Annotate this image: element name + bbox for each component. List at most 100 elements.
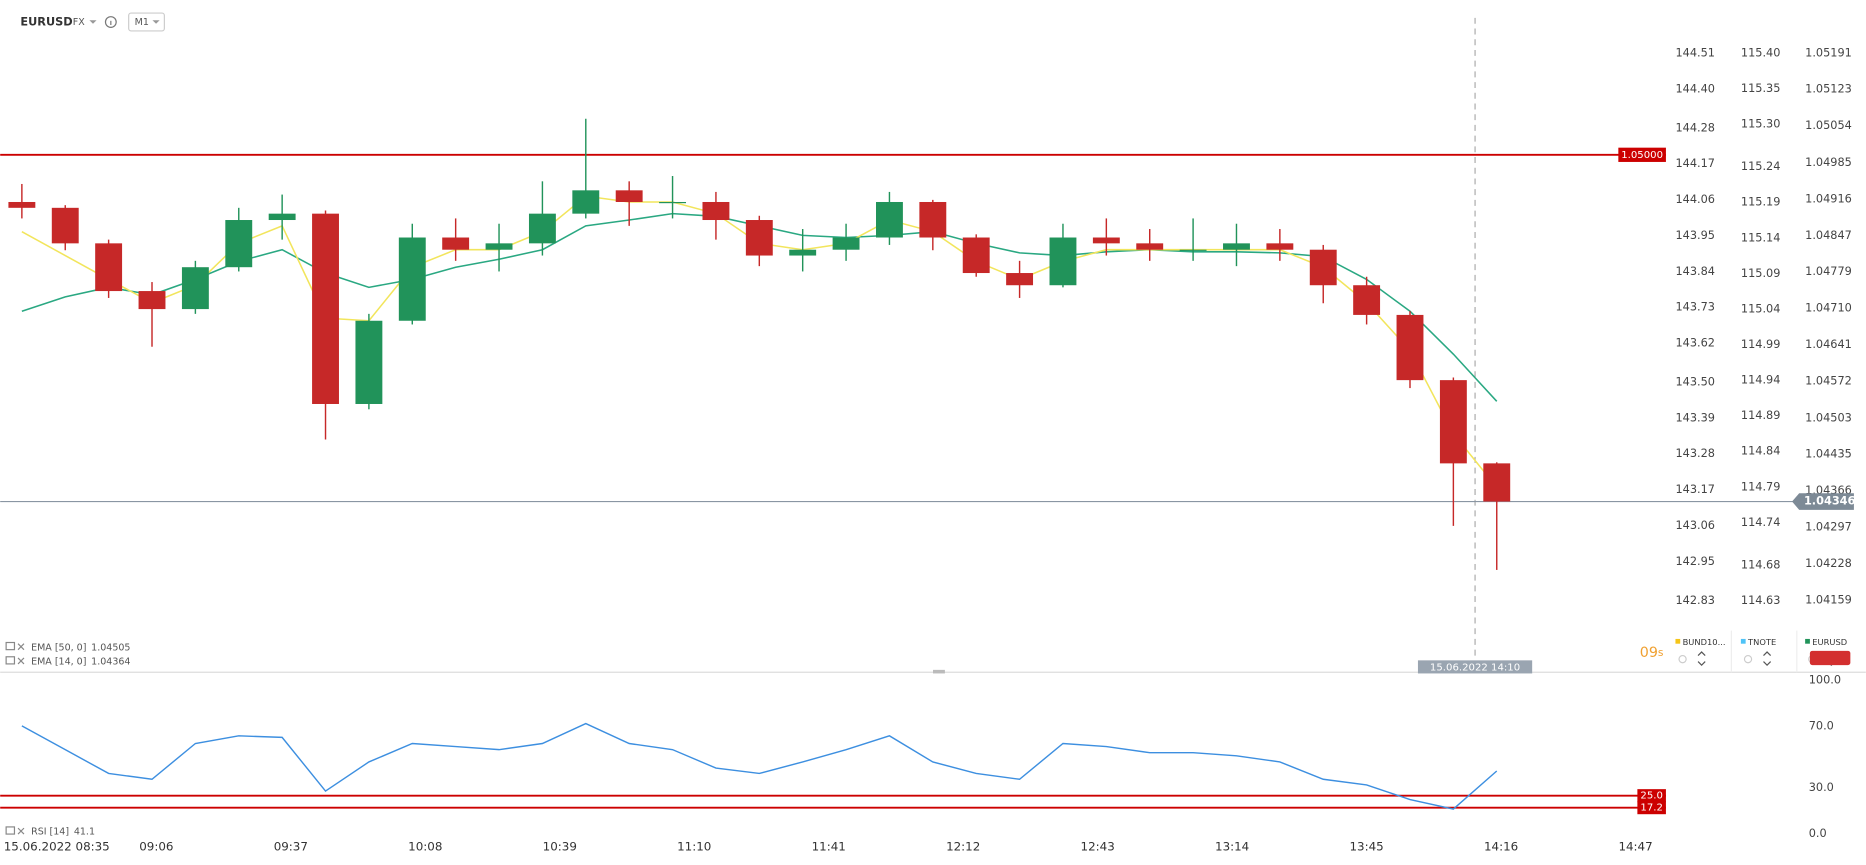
y-tick-label: 1.04435 [1805, 447, 1852, 460]
rsi-level-label-box [1637, 789, 1666, 803]
price-level-label-box [1618, 147, 1666, 162]
y-tick-label: 143.17 [1675, 483, 1715, 496]
y-tick-label: 100.0 [1809, 674, 1841, 687]
countdown: 09s [1640, 645, 1664, 661]
x-tick-label: 09:37 [274, 840, 308, 854]
resize-handle[interactable] [933, 669, 945, 674]
icon[interactable] [17, 643, 25, 835]
x-tick-label: 14:47 [1618, 840, 1652, 854]
legend-name: EMA [14, 0] [31, 656, 86, 667]
rsi-legend: RSI [14] 41.1 [31, 826, 95, 837]
candle-body [1266, 243, 1294, 250]
y-tick-label: 114.94 [1741, 374, 1781, 387]
candle-body [1136, 243, 1164, 250]
icon[interactable] [5, 656, 16, 665]
y-tick-label: 1.04916 [1805, 192, 1852, 205]
symbol[interactable]: EURUSD [20, 16, 72, 29]
y-tick-label: 144.06 [1675, 193, 1715, 206]
candle-body [702, 201, 730, 221]
y-tick-label: 142.83 [1675, 594, 1715, 607]
y-tick-label: 142.95 [1675, 555, 1715, 568]
rsi-level-label-box [1637, 801, 1666, 815]
caret[interactable] [152, 20, 160, 24]
y-tick-label: 143.84 [1675, 265, 1715, 278]
legend-value: 41.1 [74, 826, 95, 837]
y-tick-label: 114.89 [1741, 409, 1781, 422]
y-tick-label: 114.68 [1741, 559, 1781, 572]
legend-controls[interactable] [1678, 651, 1706, 666]
legend-controls[interactable] [1743, 651, 1772, 666]
legend-swatch [1675, 638, 1681, 644]
candle-body [225, 220, 253, 268]
last-price-label: 1.04346 [1804, 495, 1856, 508]
timeframe[interactable]: M1 [135, 17, 149, 28]
y-tick-label: 1.04297 [1805, 521, 1852, 534]
x-tick-label: 13:45 [1349, 840, 1383, 854]
y-tick-label: 115.19 [1741, 196, 1781, 209]
timeframe-box[interactable] [128, 12, 165, 32]
candle-body [615, 190, 643, 202]
candle-body [1223, 243, 1250, 250]
y-tick-label: 143.73 [1675, 301, 1715, 314]
icon[interactable] [5, 826, 16, 835]
legend-icons[interactable] [5, 641, 25, 835]
eye-icon[interactable] [1678, 654, 1687, 664]
market: FX [73, 17, 85, 28]
rsi-level-label: 25.0 [1640, 791, 1663, 802]
y-tick-label: 143.39 [1675, 411, 1715, 424]
y-tick-label: 144.40 [1675, 82, 1715, 95]
y-tick-label: 1.05191 [1805, 47, 1852, 60]
y-tick-label: 1.04847 [1805, 229, 1852, 242]
y-tick-label: 1.04572 [1805, 375, 1852, 388]
candle-body [485, 243, 513, 250]
legend-swatch [1805, 638, 1810, 644]
y-tick-label: 115.40 [1741, 46, 1781, 59]
candle-body [745, 220, 773, 256]
x-tick-label: 13:14 [1215, 840, 1249, 854]
candle-body [1483, 463, 1511, 502]
legend-swatch [1740, 638, 1746, 644]
crosshair-label: 15.06.2022 14:10 [1430, 662, 1520, 673]
order-icon[interactable] [1763, 651, 1772, 666]
candle-body [572, 190, 600, 214]
candle-body [1396, 314, 1424, 381]
candle-body [8, 201, 36, 208]
candle-body [1309, 249, 1337, 286]
legend-name: RSI [14] [31, 826, 69, 837]
x-tick-label: 12:12 [946, 840, 980, 854]
y-tick-label: 114.84 [1741, 445, 1781, 458]
y-tick-label: 1.04779 [1805, 265, 1852, 278]
x-tick-label: 11:41 [812, 840, 846, 854]
eye-icon[interactable] [1743, 654, 1753, 664]
candle-body [1049, 237, 1077, 286]
y-tick-label: 114.79 [1741, 480, 1781, 493]
y-tick-label: 143.62 [1675, 336, 1715, 349]
y-tick-label: 1.04641 [1805, 338, 1852, 351]
y-tick-label: 143.28 [1675, 447, 1715, 460]
last-price-box [1792, 493, 1854, 510]
rsi-level-label: 17.2 [1640, 803, 1663, 814]
candle-body [442, 237, 470, 250]
candle-body [1092, 237, 1120, 244]
active-symbol-button[interactable] [1809, 650, 1851, 666]
candle-body [398, 237, 426, 321]
candle-body [875, 201, 903, 238]
order-icon[interactable] [1697, 651, 1706, 666]
y-tick-label: 30.0 [1809, 781, 1834, 794]
info-icon[interactable] [104, 16, 117, 28]
caret[interactable] [89, 20, 97, 24]
y-tick-label: 115.14 [1741, 231, 1781, 244]
legend-label: EURUSD [1812, 637, 1847, 647]
y-tick-label: 114.99 [1741, 338, 1781, 351]
candle-body [1179, 249, 1207, 251]
y-tick-label: 114.74 [1741, 516, 1781, 529]
candle-body [355, 320, 383, 404]
x-tick-label: 10:39 [543, 840, 577, 854]
y-tick-label: 144.17 [1675, 157, 1715, 170]
candle-body [1353, 285, 1381, 315]
crosshair-label-box [1417, 660, 1533, 674]
rsi-line [21, 722, 1498, 810]
candle-body [95, 243, 123, 292]
y-tick-label: 144.28 [1675, 121, 1715, 134]
icon[interactable] [5, 641, 16, 651]
